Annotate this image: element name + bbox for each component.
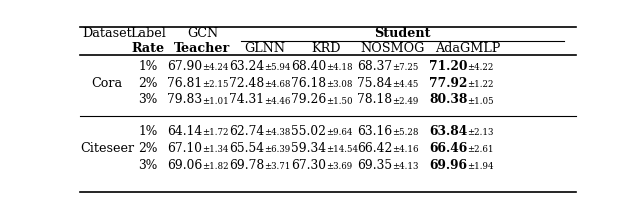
Text: 3%: 3% [139, 159, 158, 172]
Text: 55.02: 55.02 [291, 125, 326, 138]
Text: ±14.54: ±14.54 [326, 145, 358, 154]
Text: GLNN: GLNN [244, 42, 285, 55]
Text: 71.20: 71.20 [429, 60, 467, 72]
Text: 66.42: 66.42 [357, 142, 392, 155]
Text: 67.10: 67.10 [168, 142, 202, 155]
Text: 67.30: 67.30 [291, 159, 326, 172]
Text: ±4.38: ±4.38 [264, 128, 291, 137]
Text: Dataset: Dataset [83, 27, 132, 40]
Text: 78.18: 78.18 [357, 94, 392, 107]
Text: 1%: 1% [139, 125, 158, 138]
Text: Student: Student [374, 27, 431, 40]
Text: ±2.13: ±2.13 [467, 128, 494, 137]
Text: 79.26: 79.26 [291, 94, 326, 107]
Text: 66.46: 66.46 [429, 142, 467, 155]
Text: Cora: Cora [92, 77, 123, 90]
Text: 76.81: 76.81 [167, 77, 202, 90]
Text: 76.18: 76.18 [291, 77, 326, 90]
Text: Teacher: Teacher [174, 42, 230, 55]
Text: ±4.45: ±4.45 [392, 80, 419, 89]
Text: ±4.24: ±4.24 [202, 63, 229, 72]
Text: Label: Label [131, 27, 166, 40]
Text: ±1.05: ±1.05 [467, 97, 494, 106]
Text: ±3.71: ±3.71 [264, 162, 291, 171]
Text: 69.35: 69.35 [357, 159, 392, 172]
Text: 64.14: 64.14 [167, 125, 202, 138]
Text: ±1.50: ±1.50 [326, 97, 353, 106]
Text: ±3.08: ±3.08 [326, 80, 353, 89]
Text: 65.54: 65.54 [229, 142, 264, 155]
Text: Citeseer: Citeseer [80, 142, 134, 155]
Text: ±1.82: ±1.82 [202, 162, 229, 171]
Text: ±1.72: ±1.72 [202, 128, 229, 137]
Text: NOSMOG: NOSMOG [360, 42, 424, 55]
Text: 80.38: 80.38 [429, 94, 467, 107]
Text: ±4.16: ±4.16 [392, 145, 419, 154]
Text: 77.92: 77.92 [429, 77, 467, 90]
Text: 69.96: 69.96 [429, 159, 467, 172]
Text: ±9.64: ±9.64 [326, 128, 353, 137]
Text: 2%: 2% [138, 142, 158, 155]
Text: ±1.01: ±1.01 [202, 97, 229, 106]
Text: 74.31: 74.31 [230, 94, 264, 107]
Text: Rate: Rate [132, 42, 164, 55]
Text: 69.78: 69.78 [229, 159, 264, 172]
Text: ±2.15: ±2.15 [202, 80, 229, 89]
Text: ±5.28: ±5.28 [392, 128, 419, 137]
Text: 68.40: 68.40 [291, 60, 326, 72]
Text: ±2.61: ±2.61 [467, 145, 494, 154]
Text: ±6.39: ±6.39 [264, 145, 291, 154]
Text: GCN: GCN [187, 27, 218, 40]
Text: 1%: 1% [139, 60, 158, 72]
Text: 63.84: 63.84 [429, 125, 467, 138]
Text: KRD: KRD [312, 42, 341, 55]
Text: ±1.34: ±1.34 [202, 145, 229, 154]
Text: 79.83: 79.83 [167, 94, 202, 107]
Text: 68.37: 68.37 [357, 60, 392, 72]
Text: ±5.94: ±5.94 [264, 63, 291, 72]
Text: 69.06: 69.06 [167, 159, 202, 172]
Text: ±1.94: ±1.94 [467, 162, 494, 171]
Text: 3%: 3% [139, 94, 158, 107]
Text: AdaGMLP: AdaGMLP [435, 42, 500, 55]
Text: ±1.22: ±1.22 [467, 80, 494, 89]
Text: 67.90: 67.90 [167, 60, 202, 72]
Text: ±2.49: ±2.49 [392, 97, 419, 106]
Text: ±4.13: ±4.13 [392, 162, 419, 171]
Text: ±3.69: ±3.69 [326, 162, 353, 171]
Text: ±4.46: ±4.46 [264, 97, 291, 106]
Text: ±7.25: ±7.25 [392, 63, 419, 72]
Text: 75.84: 75.84 [357, 77, 392, 90]
Text: 63.24: 63.24 [229, 60, 264, 72]
Text: 63.16: 63.16 [357, 125, 392, 138]
Text: ±4.18: ±4.18 [326, 63, 353, 72]
Text: 2%: 2% [138, 77, 158, 90]
Text: 59.34: 59.34 [291, 142, 326, 155]
Text: ±4.68: ±4.68 [264, 80, 291, 89]
Text: ±4.22: ±4.22 [467, 63, 494, 72]
Text: 72.48: 72.48 [229, 77, 264, 90]
Text: 62.74: 62.74 [229, 125, 264, 138]
